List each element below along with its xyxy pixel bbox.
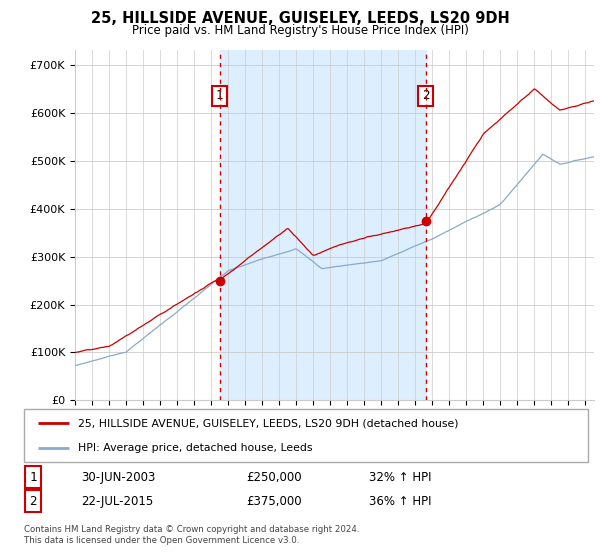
Text: 2: 2 <box>29 494 37 508</box>
Text: 36% ↑ HPI: 36% ↑ HPI <box>369 494 431 508</box>
Text: £375,000: £375,000 <box>246 494 302 508</box>
Text: HPI: Average price, detached house, Leeds: HPI: Average price, detached house, Leed… <box>77 442 312 452</box>
Text: 2: 2 <box>422 90 429 102</box>
Text: 1: 1 <box>29 470 37 484</box>
Text: 32% ↑ HPI: 32% ↑ HPI <box>369 470 431 484</box>
Text: 25, HILLSIDE AVENUE, GUISELEY, LEEDS, LS20 9DH: 25, HILLSIDE AVENUE, GUISELEY, LEEDS, LS… <box>91 11 509 26</box>
Bar <box>220 50 425 400</box>
Text: Contains HM Land Registry data © Crown copyright and database right 2024.
This d: Contains HM Land Registry data © Crown c… <box>24 525 359 545</box>
Text: Price paid vs. HM Land Registry's House Price Index (HPI): Price paid vs. HM Land Registry's House … <box>131 24 469 36</box>
Text: 25, HILLSIDE AVENUE, GUISELEY, LEEDS, LS20 9DH (detached house): 25, HILLSIDE AVENUE, GUISELEY, LEEDS, LS… <box>77 418 458 428</box>
Text: 22-JUL-2015: 22-JUL-2015 <box>81 494 153 508</box>
Text: £250,000: £250,000 <box>246 470 302 484</box>
Text: 30-JUN-2003: 30-JUN-2003 <box>81 470 155 484</box>
Text: 1: 1 <box>216 90 223 102</box>
